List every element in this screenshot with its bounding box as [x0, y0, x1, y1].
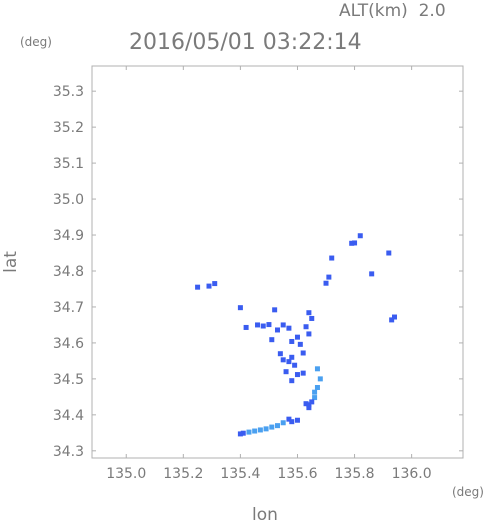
data-point: [280, 357, 286, 363]
data-point: [283, 369, 289, 375]
x-tick-label: 135.6: [277, 466, 317, 482]
x-unit-label: (deg): [452, 485, 484, 499]
data-point: [272, 307, 278, 313]
x-tick-label: 135.0: [106, 466, 146, 482]
y-tick-label: 34.7: [53, 300, 84, 316]
data-point: [286, 359, 292, 365]
data-point: [303, 401, 309, 407]
data-point: [243, 324, 249, 330]
data-point: [314, 366, 320, 372]
data-point: [297, 341, 303, 347]
y-axis-ticks: 34.3 34.4 34.5 34.6 34.7 34.8 34.9 35.0 35.1 35.2…: [53, 84, 463, 460]
data-point: [240, 430, 246, 436]
y-tick-label: 35.2: [53, 120, 84, 136]
data-point: [306, 402, 312, 408]
data-point: [286, 416, 292, 422]
data-point: [357, 233, 363, 239]
data-point: [312, 389, 318, 395]
plot-frame: [91, 65, 464, 459]
data-point: [280, 322, 286, 328]
timestamp-title: 2016/05/01 03:22:14: [129, 30, 362, 55]
data-point: [252, 428, 258, 434]
data-point: [309, 315, 315, 321]
data-point: [323, 280, 329, 286]
data-point: [289, 354, 295, 360]
x-tick-label: 135.2: [163, 466, 203, 482]
data-point: [386, 250, 392, 256]
data-point: [246, 429, 252, 435]
data-points: [195, 233, 398, 437]
data-point: [257, 427, 263, 433]
data-point: [352, 240, 358, 246]
data-point: [314, 385, 320, 391]
data-point: [289, 338, 295, 344]
y-tick-label: 35.3: [53, 84, 84, 100]
data-point: [237, 305, 243, 311]
data-point: [195, 284, 201, 290]
data-point: [269, 424, 275, 430]
y-tick-label: 34.4: [53, 408, 84, 424]
x-tick-label: 136.0: [392, 466, 432, 482]
y-unit-label: (deg): [20, 35, 52, 49]
data-point: [289, 378, 295, 384]
data-point: [306, 331, 312, 337]
x-axis-title: lon: [252, 505, 278, 521]
y-tick-label: 35.0: [53, 192, 84, 208]
x-tick-label: 135.4: [220, 466, 260, 482]
data-point: [312, 395, 318, 401]
data-point: [300, 370, 306, 376]
data-point: [286, 325, 292, 331]
data-point: [292, 362, 298, 368]
x-tick-label: 135.8: [335, 466, 375, 482]
y-tick-label: 34.5: [53, 372, 84, 388]
data-point: [349, 240, 355, 246]
y-tick-label: 34.3: [53, 444, 84, 460]
data-point: [389, 317, 395, 323]
data-point: [303, 324, 309, 330]
data-point: [275, 423, 280, 429]
data-point: [309, 399, 315, 405]
data-point: [280, 420, 286, 426]
alt-label: ALT(km) 2.0: [339, 1, 446, 21]
data-point: [326, 274, 332, 280]
data-point: [306, 405, 312, 411]
y-axis-title: lat: [1, 251, 21, 273]
y-tick-label: 34.9: [53, 228, 84, 244]
data-point: [294, 372, 300, 378]
data-point: [277, 351, 283, 357]
y-tick-label: 34.8: [53, 264, 84, 280]
y-tick-label: 35.1: [53, 156, 84, 172]
data-point: [237, 431, 243, 437]
data-point: [289, 419, 295, 425]
data-point: [269, 337, 275, 343]
data-point: [263, 426, 269, 432]
data-point: [294, 334, 300, 340]
data-point: [369, 271, 375, 277]
x-axis-ticks: 135.0 135.2 135.4 135.6 135.8 136.0: [106, 66, 432, 482]
data-point: [260, 323, 266, 329]
data-point: [392, 314, 398, 320]
data-point: [306, 310, 312, 316]
data-point: [300, 350, 306, 356]
data-point: [266, 322, 272, 328]
data-point: [317, 376, 323, 382]
data-point: [294, 417, 300, 423]
data-point: [212, 281, 218, 287]
data-point: [329, 255, 335, 261]
data-point: [255, 322, 261, 328]
data-point: [206, 283, 212, 289]
data-point: [275, 327, 280, 333]
y-tick-label: 34.6: [53, 336, 84, 352]
